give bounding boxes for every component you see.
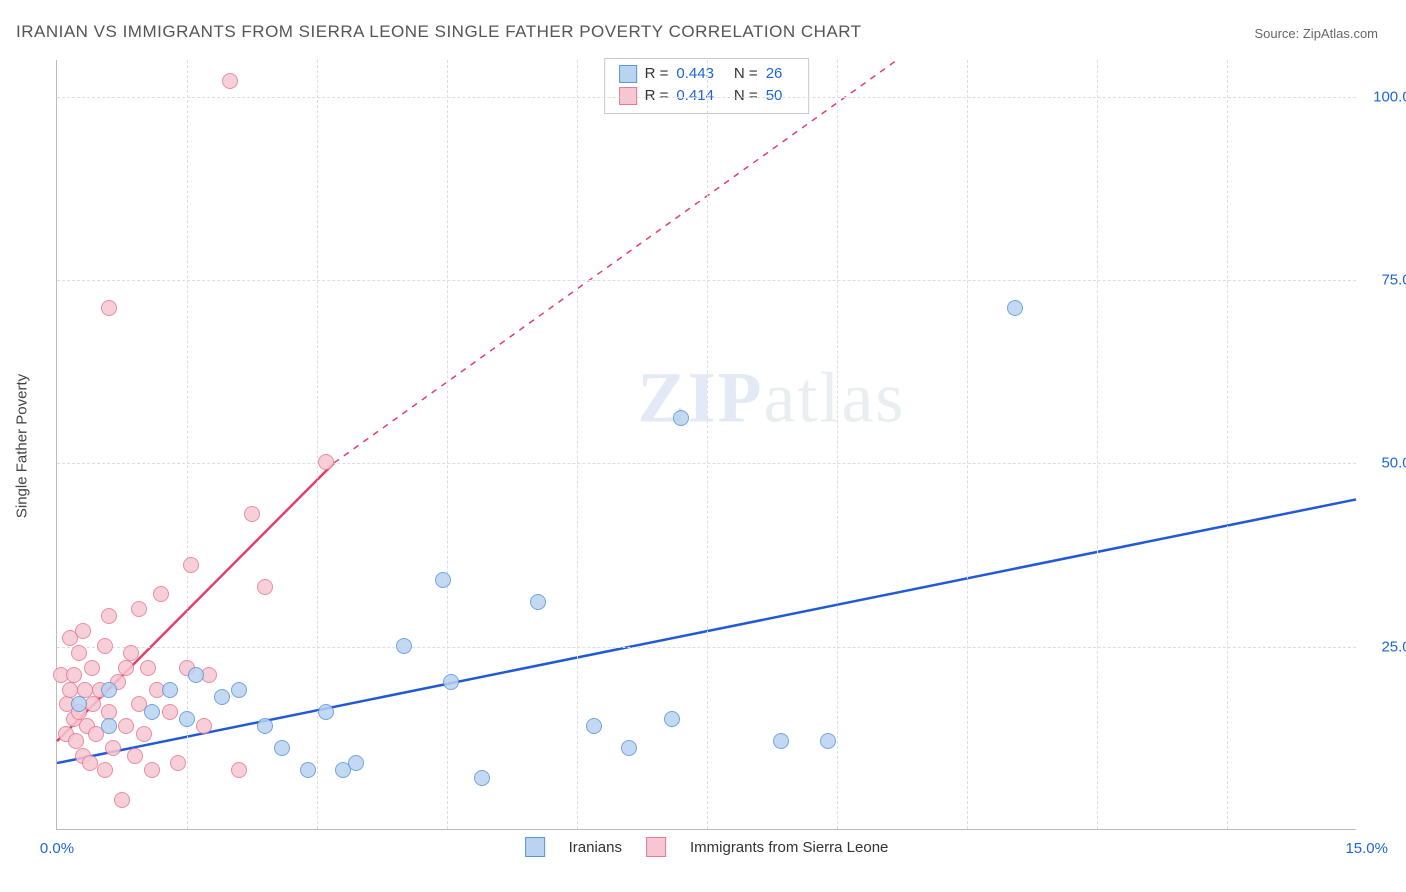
data-point-sierra_leone	[82, 755, 98, 771]
data-point-sierra_leone	[105, 740, 121, 756]
data-point-sierra_leone	[131, 601, 147, 617]
data-point-sierra_leone	[123, 645, 139, 661]
data-point-sierra_leone	[114, 792, 130, 808]
data-point-sierra_leone	[136, 726, 152, 742]
data-point-sierra_leone	[127, 748, 143, 764]
data-point-iranians	[435, 572, 451, 588]
data-point-iranians	[214, 689, 230, 705]
data-point-sierra_leone	[62, 682, 78, 698]
data-point-iranians	[820, 733, 836, 749]
data-point-sierra_leone	[222, 73, 238, 89]
legend-label-sierra-leone: Immigrants from Sierra Leone	[690, 839, 888, 856]
data-point-sierra_leone	[257, 579, 273, 595]
data-point-iranians	[773, 733, 789, 749]
y-tick-label: 50.0%	[1364, 455, 1406, 472]
data-point-sierra_leone	[118, 660, 134, 676]
gridline-v	[837, 60, 838, 829]
data-point-iranians	[396, 638, 412, 654]
data-point-iranians	[179, 711, 195, 727]
data-point-iranians	[101, 718, 117, 734]
data-point-iranians	[474, 770, 490, 786]
legend-swatch-sierra-leone	[646, 837, 666, 857]
data-point-sierra_leone	[183, 557, 199, 573]
data-point-sierra_leone	[231, 762, 247, 778]
chart-title: IRANIAN VS IMMIGRANTS FROM SIERRA LEONE …	[16, 22, 862, 42]
data-point-sierra_leone	[77, 682, 93, 698]
data-point-sierra_leone	[140, 660, 156, 676]
data-point-sierra_leone	[153, 586, 169, 602]
gridline-v	[707, 60, 708, 829]
gridline-v	[447, 60, 448, 829]
data-point-iranians	[443, 674, 459, 690]
data-point-iranians	[101, 682, 117, 698]
data-point-sierra_leone	[118, 718, 134, 734]
data-point-iranians	[348, 755, 364, 771]
data-point-sierra_leone	[101, 608, 117, 624]
data-point-sierra_leone	[318, 454, 334, 470]
y-axis-label: Single Father Poverty	[14, 374, 31, 518]
data-point-sierra_leone	[101, 300, 117, 316]
x-tick-right: 15.0%	[1345, 840, 1388, 857]
data-point-iranians	[231, 682, 247, 698]
source-label: Source: ZipAtlas.com	[1254, 26, 1378, 41]
swatch-iranians	[619, 65, 637, 83]
data-point-iranians	[318, 704, 334, 720]
y-tick-label: 75.0%	[1364, 272, 1406, 289]
gridline-v	[1227, 60, 1228, 829]
data-point-sierra_leone	[170, 755, 186, 771]
data-point-iranians	[188, 667, 204, 683]
legend-swatch-iranians	[525, 837, 545, 857]
legend-label-iranians: Iranians	[569, 839, 622, 856]
data-point-iranians	[300, 762, 316, 778]
data-point-sierra_leone	[66, 667, 82, 683]
data-point-sierra_leone	[75, 623, 91, 639]
data-point-sierra_leone	[85, 696, 101, 712]
data-point-sierra_leone	[97, 762, 113, 778]
data-point-iranians	[274, 740, 290, 756]
data-point-sierra_leone	[101, 704, 117, 720]
gridline-v	[967, 60, 968, 829]
data-point-iranians	[530, 594, 546, 610]
x-tick-left: 0.0%	[40, 840, 74, 857]
gridline-v	[1097, 60, 1098, 829]
data-point-sierra_leone	[71, 645, 87, 661]
y-tick-label: 25.0%	[1364, 638, 1406, 655]
data-point-iranians	[257, 718, 273, 734]
data-point-iranians	[673, 410, 689, 426]
data-point-sierra_leone	[84, 660, 100, 676]
chart-container: IRANIAN VS IMMIGRANTS FROM SIERRA LEONE …	[0, 0, 1406, 892]
data-point-iranians	[586, 718, 602, 734]
data-point-sierra_leone	[144, 762, 160, 778]
data-point-iranians	[162, 682, 178, 698]
data-point-iranians	[144, 704, 160, 720]
data-point-iranians	[1007, 300, 1023, 316]
data-point-iranians	[621, 740, 637, 756]
gridline-v	[577, 60, 578, 829]
data-point-sierra_leone	[162, 704, 178, 720]
data-point-sierra_leone	[68, 733, 84, 749]
plot-area: ZIPatlas R = 0.443 N = 26 R = 0.414 N = …	[56, 60, 1356, 830]
data-point-sierra_leone	[196, 718, 212, 734]
data-point-sierra_leone	[244, 506, 260, 522]
y-tick-label: 100.0%	[1364, 88, 1406, 105]
series-legend: Iranians Immigrants from Sierra Leone	[525, 837, 889, 857]
data-point-iranians	[71, 696, 87, 712]
data-point-sierra_leone	[97, 638, 113, 654]
data-point-iranians	[664, 711, 680, 727]
